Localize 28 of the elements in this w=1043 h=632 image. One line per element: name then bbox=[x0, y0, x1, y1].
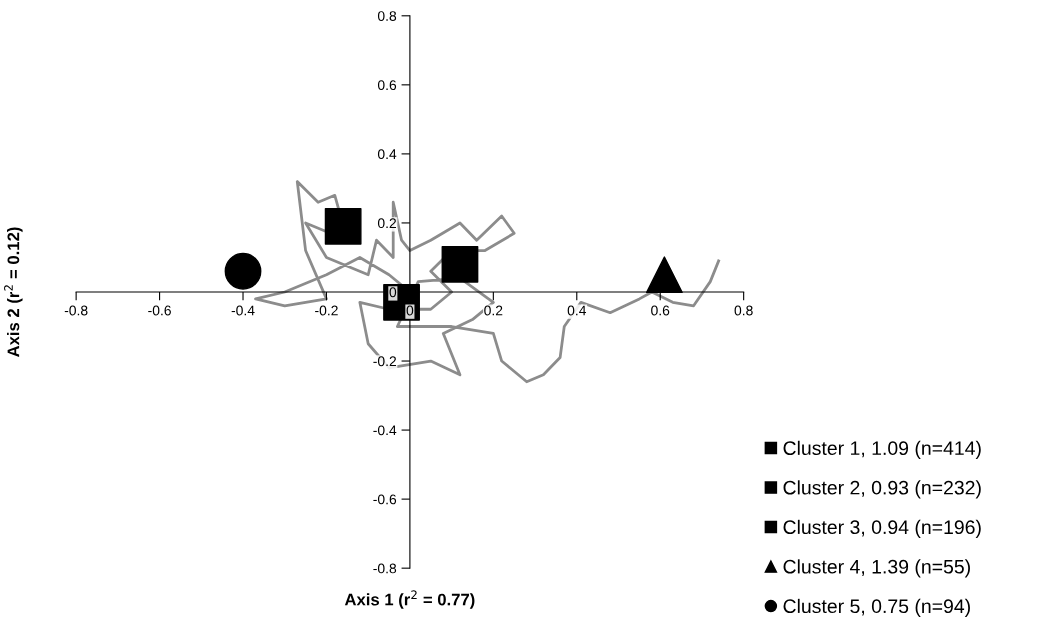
y-tick-label: 0.8 bbox=[377, 11, 397, 21]
point bbox=[441, 245, 479, 283]
x-tick-label: -0.8 bbox=[64, 305, 88, 316]
legend-label: Cluster 3, 0.94 (n=196) bbox=[783, 519, 981, 538]
legend-label: Cluster 1, 1.09 (n=414) bbox=[783, 440, 981, 459]
y-tick-label: 0.6 bbox=[377, 80, 397, 91]
x-tick-label: 0.4 bbox=[567, 305, 587, 316]
x-tick-label: -0.2 bbox=[315, 305, 338, 316]
y-tick-label: 0.4 bbox=[377, 149, 397, 160]
y-tick-label: -0.2 bbox=[373, 356, 397, 367]
y-tick-label: -0.4 bbox=[373, 425, 397, 436]
x-tick-label: 0.8 bbox=[734, 305, 753, 316]
x-tick-label: -0.4 bbox=[231, 305, 255, 316]
legend-label: Cluster 4, 1.39 (n=55) bbox=[783, 559, 970, 578]
legend-label: Cluster 5, 0.75 (n=94) bbox=[783, 598, 970, 617]
y-tick-label: 0 bbox=[389, 287, 397, 298]
y-tick-label: -0.6 bbox=[373, 494, 397, 505]
x-axis-title: Axis 1 (r$^{2}$ = 0.77) bbox=[344, 590, 475, 609]
x-tick-label: 0.2 bbox=[484, 305, 503, 316]
x-tick-label: 0 bbox=[406, 305, 414, 316]
x-tick-label: -0.6 bbox=[148, 305, 171, 316]
y-tick-label: -0.8 bbox=[373, 563, 397, 574]
point bbox=[324, 207, 362, 245]
y-tick-label: 0.2 bbox=[377, 218, 397, 229]
x-tick-label: 0.6 bbox=[651, 305, 670, 316]
legend-label: Cluster 2, 0.93 (n=232) bbox=[783, 480, 981, 499]
y-axis-title: Axis 2 (r$^{2}$ = 0.12) bbox=[4, 227, 23, 357]
point bbox=[224, 252, 262, 290]
